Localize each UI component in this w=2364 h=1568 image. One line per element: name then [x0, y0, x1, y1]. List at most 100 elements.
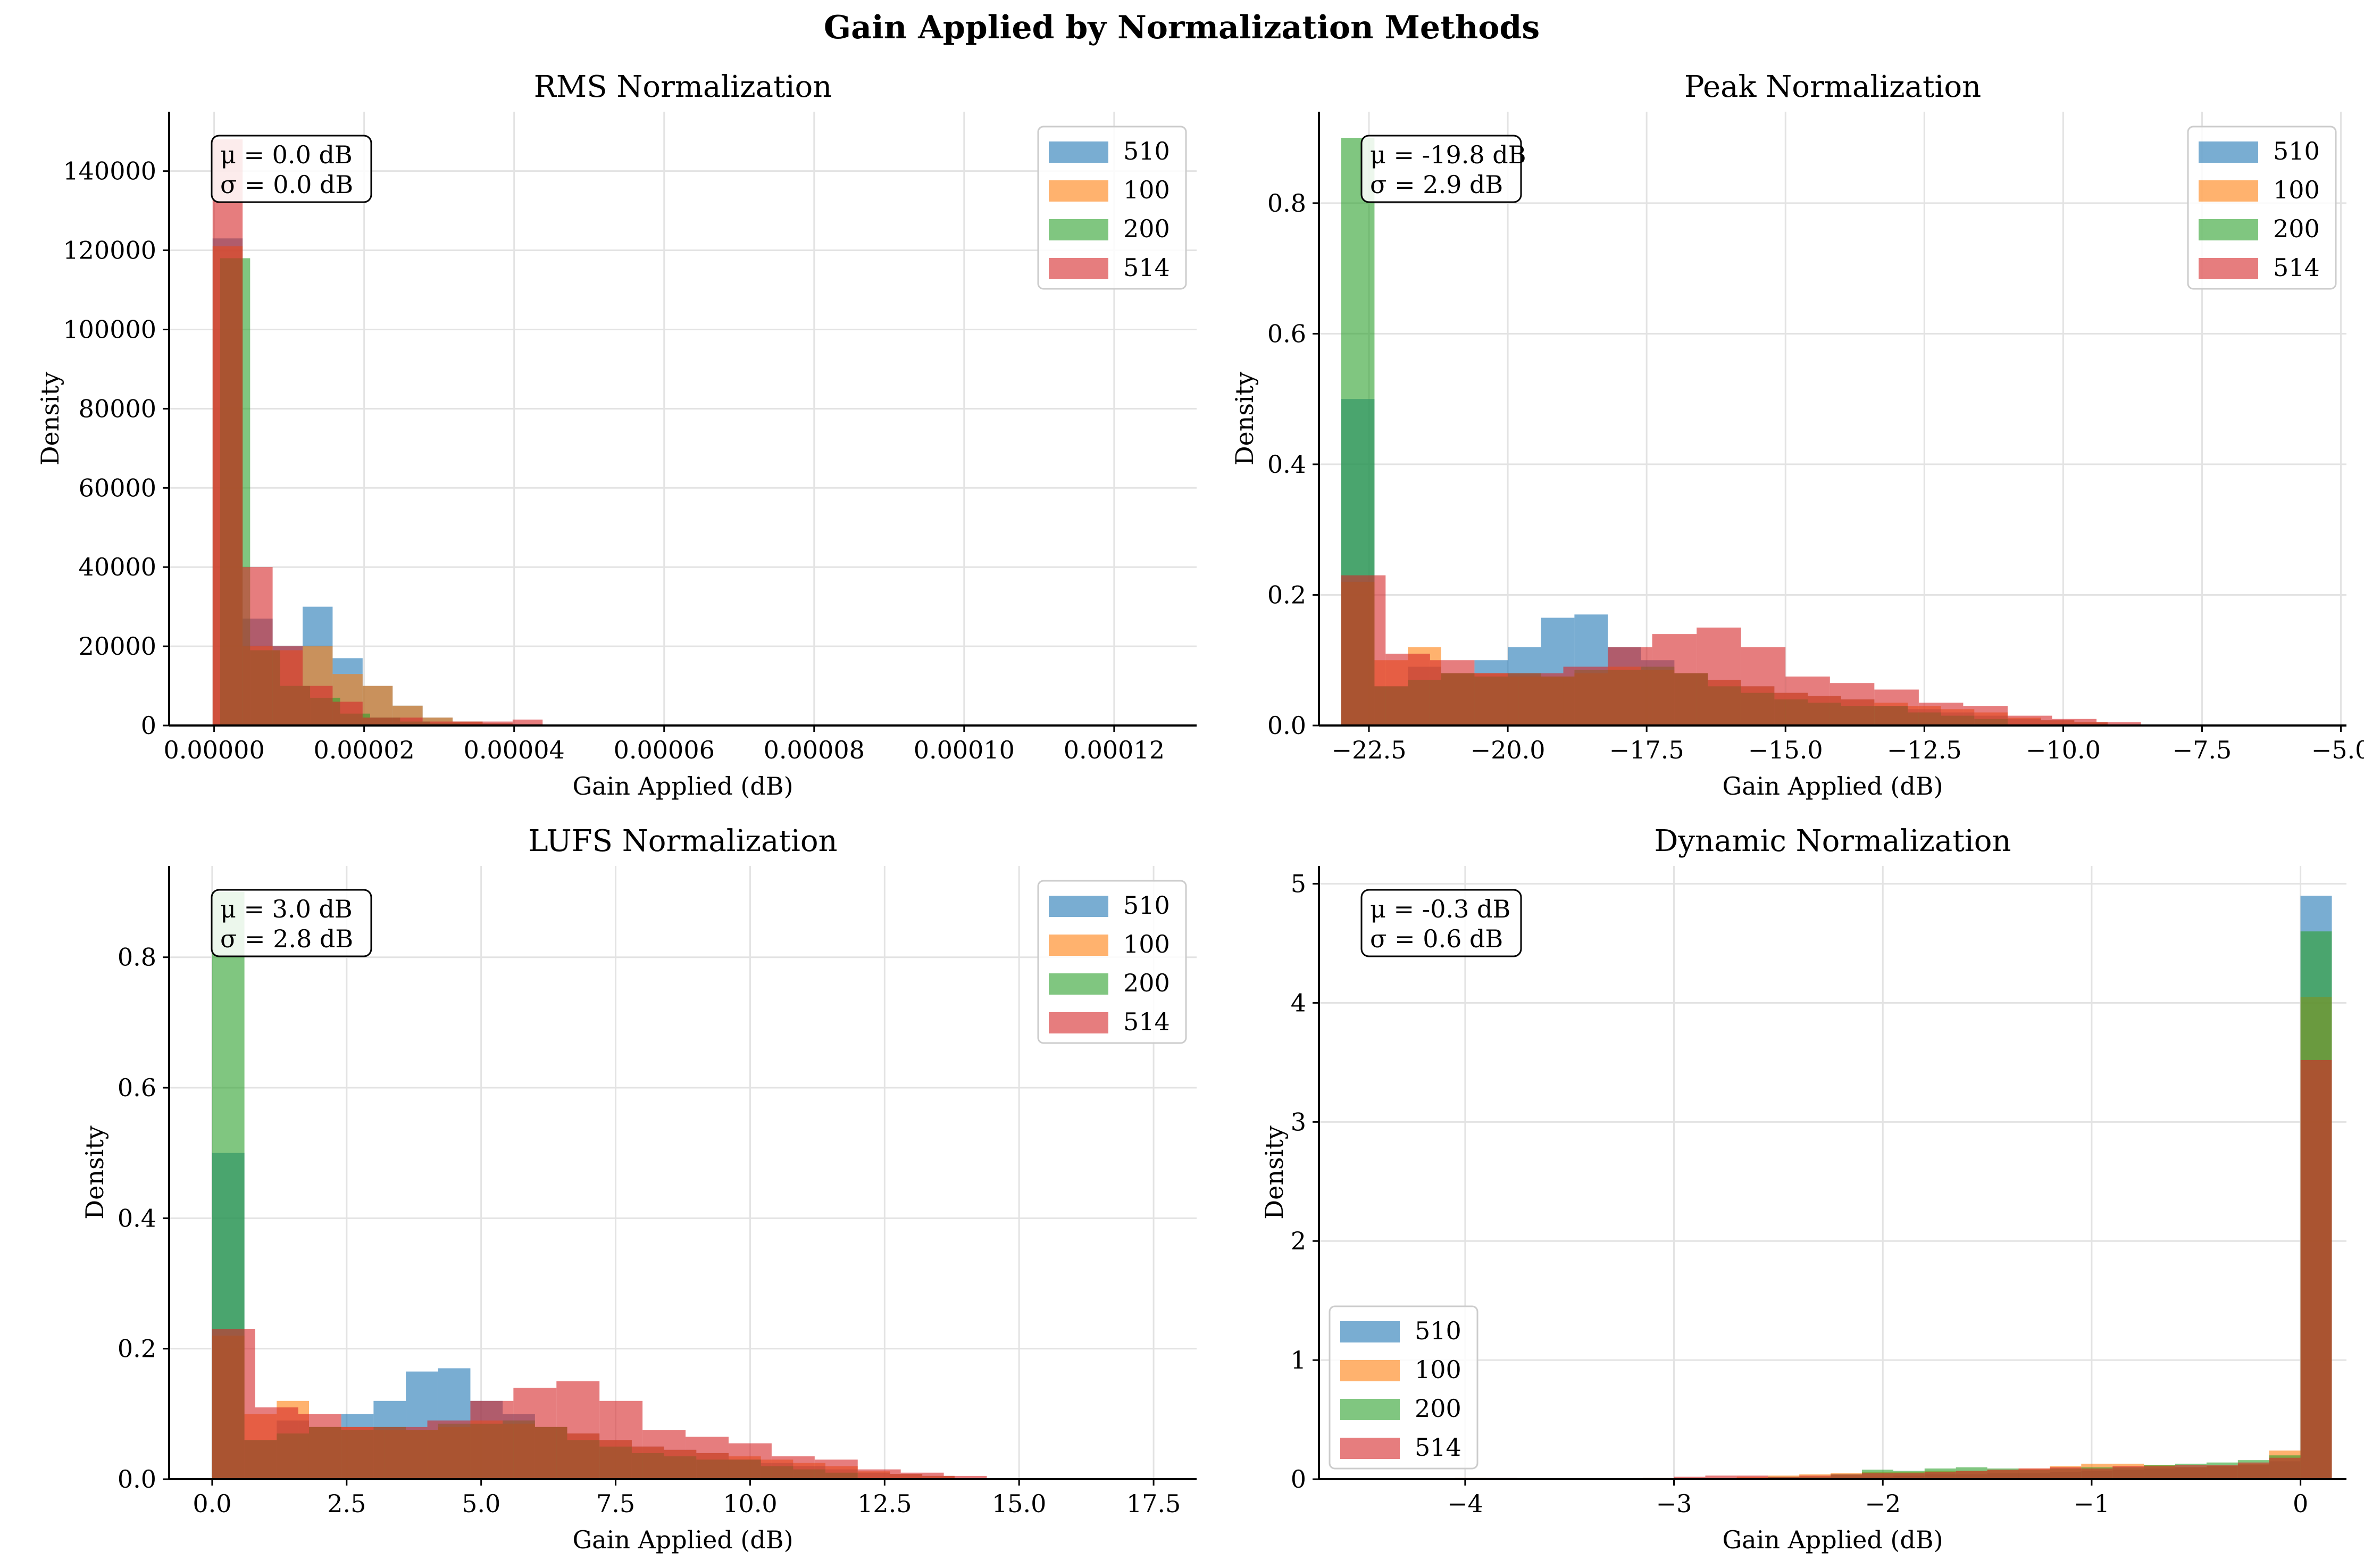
legend-label: 510: [1123, 137, 1170, 165]
bar: [303, 686, 333, 725]
stats-text: μ = 0.0 dB: [220, 140, 353, 169]
panel-title: Dynamic Normalization: [1654, 824, 2011, 858]
bar: [392, 718, 423, 725]
bar: [1518, 673, 1564, 725]
legend-label: 510: [1415, 1316, 1461, 1345]
bar: [2052, 719, 2097, 725]
legend: 510 100 200 514: [1329, 1305, 1478, 1470]
bar: [272, 646, 303, 725]
x-tick-label: −15.0: [1748, 736, 1823, 764]
stats-text: μ = 3.0 dB: [220, 895, 353, 923]
bar: [212, 139, 243, 726]
bar: [1831, 1474, 1862, 1479]
bar: [1652, 634, 1697, 725]
panel-title: LUFS Normalization: [528, 824, 837, 858]
bar: [771, 1456, 815, 1479]
y-tick-label: 120000: [63, 236, 156, 265]
bar: [814, 1459, 858, 1479]
bar: [2144, 1466, 2175, 1479]
legend-label: 200: [1123, 214, 1170, 243]
legend: 510 100 200 514: [1037, 126, 1187, 290]
bar: [1956, 1471, 1987, 1479]
stats-text: σ = 0.6 dB: [1370, 924, 1503, 953]
bar: [2007, 715, 2052, 725]
y-tick-label: 0.8: [118, 943, 156, 972]
x-tick-label: 0.0: [193, 1489, 231, 1518]
stats-text: σ = 0.0 dB: [220, 170, 353, 199]
legend-label: 510: [1123, 891, 1170, 920]
y-tick-label: 140000: [63, 157, 156, 186]
y-tick-label: 0: [141, 711, 156, 740]
stats-box: [211, 889, 372, 957]
panel-title: RMS Normalization: [534, 70, 832, 104]
y-tick-label: 0.4: [118, 1204, 156, 1232]
x-tick-label: 0.00002: [314, 736, 415, 764]
bar: [1768, 1477, 1800, 1479]
x-tick-label: 10.0: [723, 1489, 777, 1518]
legend-label: 100: [2273, 176, 2320, 204]
bar: [1608, 647, 1652, 725]
y-tick-label: 2: [1291, 1227, 1306, 1255]
legend-label: 514: [1123, 253, 1170, 282]
legend-label: 514: [1123, 1007, 1170, 1036]
legend-swatch: [1049, 935, 1108, 956]
bar: [1987, 1470, 2019, 1479]
bar: [556, 1381, 600, 1479]
bar: [513, 1388, 557, 1479]
y-tick-label: 60000: [79, 473, 156, 502]
x-tick-label: −4: [1447, 1489, 1483, 1518]
x-tick-label: 15.0: [992, 1489, 1046, 1518]
bar: [1430, 660, 1475, 725]
y-tick-label: 5: [1291, 870, 1306, 898]
legend-label: 100: [1123, 930, 1170, 958]
x-tick-label: −7.5: [2173, 736, 2232, 764]
legend-label: 100: [1415, 1355, 1461, 1384]
x-tick-label: −20.0: [1471, 736, 1546, 764]
bar: [1963, 706, 2008, 725]
bar: [2018, 1468, 2050, 1479]
x-axis-label: Gain Applied (dB): [1722, 1525, 1943, 1554]
legend-swatch: [2199, 219, 2258, 240]
y-axis-label: Density: [1260, 1125, 1289, 1220]
bar: [512, 719, 543, 725]
x-tick-label: 7.5: [596, 1489, 635, 1518]
legend-frame: [1037, 880, 1187, 1044]
bar: [255, 1407, 298, 1479]
y-tick-label: 0.0: [1267, 711, 1306, 740]
stats-box: [1360, 889, 1522, 957]
bar: [1705, 1475, 1737, 1479]
legend-label: 200: [1123, 969, 1170, 997]
y-tick-label: 100000: [63, 315, 156, 344]
bar: [1785, 676, 1830, 725]
x-tick-label: 0.00012: [1064, 736, 1165, 764]
y-tick-label: 0.2: [1267, 580, 1306, 609]
bar: [2237, 1462, 2269, 1479]
panel-3: 0.0 2.5 5.0 7.5 10.0 12.5 15.0 17.5 0.0 0.2 0.4 0.6…: [80, 824, 1197, 1554]
x-tick-label: −1: [2074, 1489, 2110, 1518]
bar: [422, 721, 453, 725]
stats-box: [1360, 135, 1522, 203]
bar: [384, 1427, 428, 1479]
x-tick-label: 0: [2293, 1489, 2308, 1518]
y-tick-label: 0.4: [1267, 450, 1306, 479]
y-tick-label: 4: [1291, 988, 1306, 1017]
bar: [1861, 1473, 1893, 1479]
legend-swatch: [1049, 141, 1108, 163]
x-tick-label: −22.5: [1332, 736, 1407, 764]
legend-swatch: [1049, 896, 1108, 917]
bar: [943, 1475, 987, 1479]
x-tick-label: −17.5: [1609, 736, 1684, 764]
bar: [298, 1414, 341, 1479]
bar: [2206, 1465, 2238, 1479]
bar: [2112, 1466, 2144, 1479]
stats-text: σ = 2.9 dB: [1370, 170, 1503, 199]
x-tick-label: 17.5: [1126, 1489, 1181, 1518]
panel-1: 0.00000 0.00002 0.00004 0.00006 0.00008 0.000…: [36, 70, 1197, 800]
legend-label: 200: [1415, 1394, 1461, 1423]
stats-box: [211, 135, 372, 203]
y-tick-label: 3: [1291, 1107, 1306, 1136]
bar: [1474, 673, 1519, 725]
x-axis-label: Gain Applied (dB): [1722, 772, 1943, 800]
legend-swatch: [1049, 219, 1108, 240]
x-tick-label: −2: [1865, 1489, 1901, 1518]
